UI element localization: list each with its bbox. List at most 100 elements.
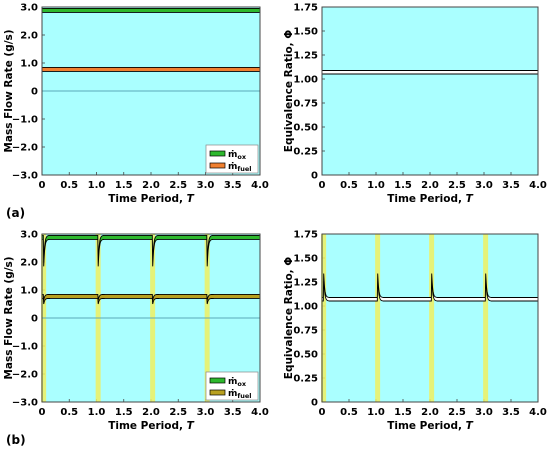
x-tick-label: 0 [39,407,46,418]
y-tick-label: 1.75 [293,230,318,241]
y-tick-label: 2.0 [20,31,38,42]
x-tick-label: 2.0 [142,180,160,191]
x-tick-label: 3.5 [224,180,242,191]
panel-label-b: (b) [6,433,26,447]
y-tick-label: −2.0 [12,370,38,381]
legend-label: ṁfuel [228,162,251,173]
series-ox-line [41,7,261,13]
y-tick-label: 1.25 [293,51,318,62]
chart-a-mass-flow: 0 0.5 1.0 1.5 2.0 2.5 3.0 3.5 4.0 −3.0 −2.0 −1.0 0 1.… [3,3,269,206]
x-tick-label: 4.0 [251,407,269,418]
x-tick-label: 2.5 [448,407,466,418]
x-axis-label: Time Period, T [108,420,194,432]
legend-swatch [209,150,226,157]
y-tick-label: 0 [31,314,38,325]
y-tick-label: 0.50 [293,123,318,134]
y-tick-label: 3.0 [20,230,38,241]
y-tick-label: 1.00 [293,75,318,86]
x-tick-label: 4.0 [529,407,547,418]
legend-label: ṁox [228,150,247,161]
x-tick-label: 0.5 [60,407,78,418]
y-tick-label: −3.0 [12,398,38,409]
y-tick-label: 0.50 [293,350,318,361]
y-tick-label: −1.0 [12,115,38,126]
chart-b-mass-flow: 0 0.5 1.0 1.5 2.0 2.5 3.0 3.5 4.0 −3.0 −2.0 −1.0 0 1.… [3,230,269,433]
x-tick-label: 1.0 [88,180,106,191]
legend-label: ṁox [228,377,247,388]
pulse-highlight [375,234,381,402]
x-tick-label: 0.5 [340,180,358,191]
x-tick-label: 0 [39,180,46,191]
x-tick-label: 3.0 [475,180,493,191]
y-tick-label: 1.0 [20,59,38,70]
x-tick-label: 4.0 [529,180,547,191]
y-tick-label: 0 [311,171,318,182]
pulse-highlight [429,234,435,402]
series-fuel-line [41,66,261,72]
x-tick-label: 1.0 [367,407,385,418]
pulse-highlight [321,234,327,402]
x-tick-label: 0 [319,180,326,191]
x-tick-label: 0.5 [340,407,358,418]
y-tick-label: 2.0 [20,258,38,269]
legend-label: ṁfuel [228,389,251,400]
plot-frame [41,6,261,176]
x-tick-label: 3.5 [502,407,520,418]
x-axis-label: Time Period, T [108,193,194,205]
x-axis-label: Time Period, T [387,193,473,205]
y-axis-label: Equivalence Ratio, Φ [283,30,295,153]
y-tick-label: 0.75 [293,326,318,337]
x-tick-label: 2.5 [169,180,187,191]
x-tick-label: 3.0 [197,407,215,418]
x-tick-label: 1.5 [115,180,133,191]
x-tick-label: 3.5 [224,407,242,418]
y-tick-label: 0 [311,398,318,409]
series-phi-line [321,70,539,75]
plot-area [322,7,538,175]
y-axis-label: Equivalence Ratio, Φ [283,257,295,380]
y-tick-label: 1.25 [293,278,318,289]
x-tick-label: 1.5 [394,180,412,191]
x-tick-label: 0.5 [60,180,78,191]
plot-frame [321,233,539,403]
x-axis-label: Time Period, T [387,420,473,432]
x-tick-label: 4.0 [251,180,269,191]
y-tick-label: −2.0 [12,143,38,154]
x-tick-label: 3.0 [475,407,493,418]
y-tick-label: 1.75 [293,3,318,14]
y-tick-label: −3.0 [12,171,38,182]
x-tick-label: 0 [319,407,326,418]
y-tick-label: 3.0 [20,3,38,14]
y-tick-label: 0.25 [293,374,318,385]
x-tick-label: 1.0 [367,180,385,191]
x-tick-label: 3.5 [502,180,520,191]
pulse-highlight [483,234,489,402]
panel-label-a: (a) [6,206,25,220]
x-tick-label: 2.0 [421,407,439,418]
legend-swatch [209,377,226,384]
y-tick-label: 0 [31,87,38,98]
chart-a-equivalence-ratio: 0 0.5 1.0 1.5 2.0 2.5 3.0 3.5 4.0 0 0.25 0.50 0.75 1.… [283,3,547,206]
plot-frame [41,233,261,403]
y-tick-label: 1.50 [293,254,318,265]
x-tick-label: 2.0 [142,407,160,418]
y-tick-label: 0.75 [293,99,318,110]
plot-frame [321,6,539,176]
x-tick-label: 1.0 [88,407,106,418]
y-tick-label: 1.50 [293,27,318,38]
x-tick-label: 2.5 [448,180,466,191]
legend-swatch [209,162,226,169]
y-tick-label: −1.0 [12,342,38,353]
x-tick-label: 2.0 [421,180,439,191]
y-axis-label: Mass Flow Rate (g/s) [3,256,15,379]
x-tick-label: 1.5 [394,407,412,418]
y-tick-label: 1.0 [20,286,38,297]
x-tick-label: 3.0 [197,180,215,191]
y-tick-label: 0.25 [293,147,318,158]
chart-b-equivalence-ratio: 0 0.5 1.0 1.5 2.0 2.5 3.0 3.5 4.0 0 0.25 0.50 0.75 1.… [283,230,547,433]
y-tick-label: 1.00 [293,302,318,313]
x-tick-label: 1.5 [115,407,133,418]
x-tick-label: 2.5 [169,407,187,418]
y-axis-label: Mass Flow Rate (g/s) [3,29,15,152]
